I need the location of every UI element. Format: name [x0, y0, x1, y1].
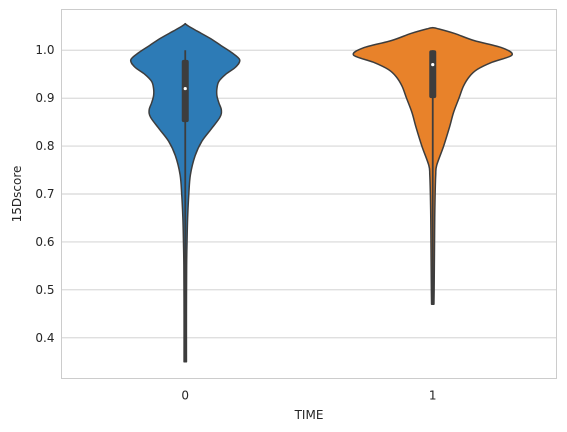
iqr-box-0 — [181, 59, 189, 123]
y-axis-label: 15Dscore — [10, 166, 24, 223]
gridlines — [61, 49, 557, 339]
y-tick-label: 0.9 — [35, 91, 54, 105]
y-tick-label: 0.5 — [35, 283, 54, 297]
x-tick-label: 0 — [181, 389, 189, 403]
y-tick-label: 0.6 — [35, 235, 54, 249]
x-axis-label: TIME — [294, 408, 324, 422]
median-point-0 — [183, 86, 187, 91]
y-tick-label: 0.4 — [35, 331, 54, 345]
x-tick-label: 1 — [429, 389, 437, 403]
y-tick-label: 1.0 — [35, 43, 54, 57]
y-tick-label: 0.8 — [35, 139, 54, 153]
y-tick-labels: 0.4 0.5 0.6 0.7 0.8 0.9 1.0 — [35, 43, 54, 345]
y-tick-label: 0.7 — [35, 187, 54, 201]
violins — [129, 22, 513, 363]
median-point-1 — [431, 63, 435, 67]
plot-frame — [61, 9, 557, 379]
iqr-box-1 — [429, 50, 437, 99]
